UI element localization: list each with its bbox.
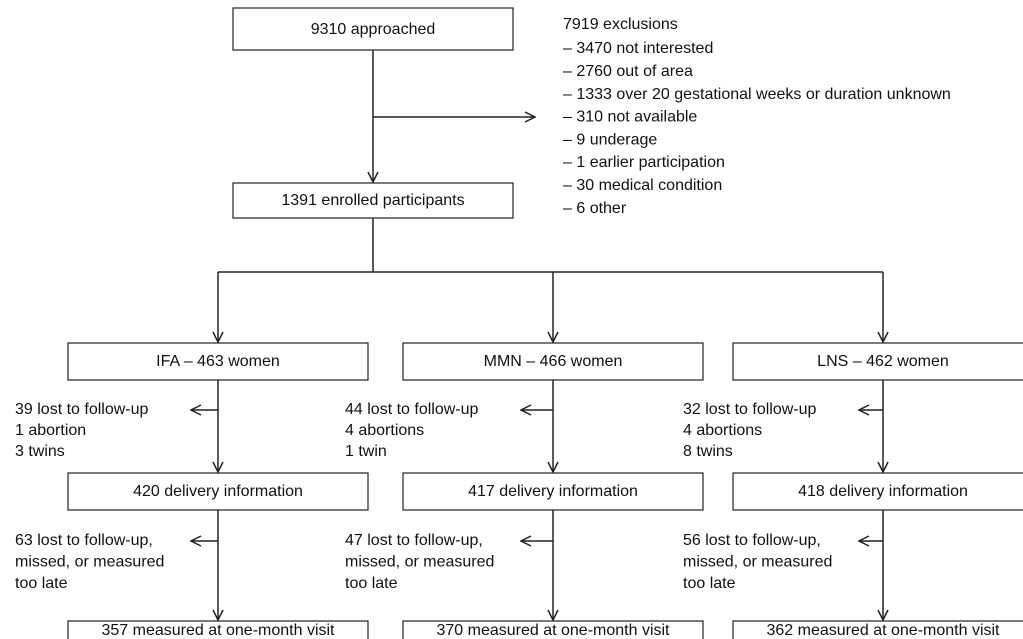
node-label: 370 measured at one-month visit bbox=[436, 622, 670, 639]
exclusion-item: – 3470 not interested bbox=[563, 40, 713, 57]
loss-note: 8 twins bbox=[683, 443, 733, 460]
box bbox=[732, 342, 1023, 381]
box bbox=[402, 342, 704, 381]
box bbox=[67, 342, 369, 381]
exclusion-item: – 1 earlier participation bbox=[563, 154, 725, 171]
node-label: 420 delivery information bbox=[133, 483, 303, 500]
box bbox=[232, 7, 514, 51]
node-label: LNS – 462 women bbox=[817, 353, 949, 370]
node-label: MMN – 466 women bbox=[484, 353, 623, 370]
node-label: 1391 enrolled participants bbox=[281, 192, 464, 209]
loss-note: too late bbox=[345, 575, 398, 592]
loss-note: 4 abortions bbox=[345, 422, 424, 439]
node-label: 417 delivery information bbox=[468, 483, 638, 500]
node-label: 9310 approached bbox=[311, 21, 436, 38]
loss-note: 3 twins bbox=[15, 443, 65, 460]
node-label: 362 measured at one-month visit bbox=[766, 622, 1000, 639]
box bbox=[402, 472, 704, 511]
loss-note: 1 twin bbox=[345, 443, 387, 460]
exclusion-item: – 9 underage bbox=[563, 131, 657, 148]
loss-note: 32 lost to follow-up bbox=[683, 401, 817, 418]
loss-note: too late bbox=[15, 575, 68, 592]
box bbox=[67, 472, 369, 511]
node-label: 357 measured at one-month visit bbox=[101, 622, 335, 639]
box bbox=[232, 182, 514, 219]
loss-note: too late bbox=[683, 575, 736, 592]
loss-note: 44 lost to follow-up bbox=[345, 401, 479, 418]
loss-note: 63 lost to follow-up, bbox=[15, 532, 153, 549]
node-label: 418 delivery information bbox=[798, 483, 968, 500]
loss-note: 56 lost to follow-up, bbox=[683, 532, 821, 549]
loss-note: 39 lost to follow-up bbox=[15, 401, 149, 418]
loss-note: 1 abortion bbox=[15, 422, 86, 439]
loss-note: 4 abortions bbox=[683, 422, 762, 439]
exclusion-item: – 6 other bbox=[563, 200, 627, 217]
box bbox=[402, 620, 704, 639]
loss-note: missed, or measured bbox=[683, 554, 832, 571]
loss-note: missed, or measured bbox=[15, 554, 164, 571]
box bbox=[67, 620, 369, 639]
box bbox=[732, 620, 1023, 639]
exclusion-item: – 1333 over 20 gestational weeks or dura… bbox=[563, 86, 951, 103]
exclusion-item: – 30 medical condition bbox=[563, 177, 722, 194]
exclusions-title: 7919 exclusions bbox=[563, 16, 678, 33]
exclusion-item: – 2760 out of area bbox=[563, 63, 693, 80]
loss-note: 47 lost to follow-up, bbox=[345, 532, 483, 549]
loss-note: missed, or measured bbox=[345, 554, 494, 571]
node-label: IFA – 463 women bbox=[156, 353, 280, 370]
exclusion-item: – 310 not available bbox=[563, 109, 697, 126]
